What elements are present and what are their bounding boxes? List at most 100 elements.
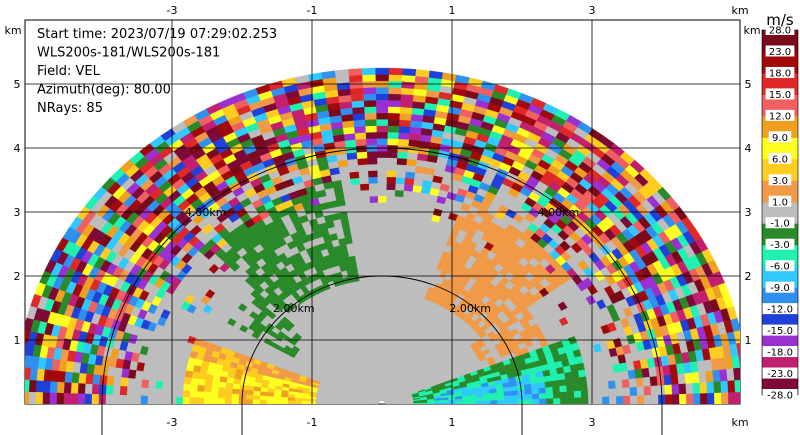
range-gate-cell	[370, 291, 376, 300]
range-gate-cell	[664, 384, 673, 395]
range-gate-cell	[155, 373, 165, 382]
range-gate-cell	[259, 391, 268, 397]
range-gate-cell	[606, 372, 616, 382]
range-gate-cell	[375, 106, 389, 114]
range-gate-cell	[384, 240, 393, 248]
range-gate-cell	[168, 382, 178, 391]
range-gate-cell	[252, 399, 260, 404]
range-gate-cell	[627, 369, 637, 380]
range-gate-cell	[552, 385, 561, 393]
range-gate-cell	[169, 374, 179, 384]
range-gate-cell	[559, 384, 568, 393]
range-gate-cell	[43, 369, 52, 382]
y-tick-label-right: 3	[745, 206, 752, 219]
range-gate-cell	[386, 150, 398, 159]
range-gate-cell	[404, 171, 416, 179]
range-gate-cell	[367, 266, 375, 274]
colorbar-unit-label: m/s	[766, 11, 794, 29]
range-gate-cell	[378, 234, 386, 242]
colorbar-label-bg	[765, 109, 795, 121]
range-gate-cell	[376, 138, 388, 146]
range-gate-cell	[363, 221, 372, 230]
range-gate-cell	[147, 395, 155, 404]
range-gate-cell	[375, 74, 389, 82]
range-gate-cell	[133, 378, 143, 388]
range-gate-cell	[630, 395, 638, 404]
range-gate-cell	[383, 317, 388, 325]
range-gate-cell	[375, 298, 381, 306]
range-gate-cell	[196, 397, 204, 404]
range-gate-cell	[742, 392, 749, 404]
range-gate-cell	[395, 260, 403, 268]
range-gate-cell	[726, 367, 735, 381]
range-gate-cell	[197, 378, 206, 387]
range-gate-cell	[301, 401, 309, 404]
range-gate-cell	[392, 215, 402, 223]
range-gate-cell	[189, 390, 198, 398]
colorbar-tick-label: -6.0	[770, 262, 790, 273]
range-gate-cell	[398, 125, 411, 134]
range-gate-cell	[361, 67, 376, 76]
range-gate-cell	[566, 390, 575, 398]
range-gate-cell	[211, 380, 220, 388]
range-gate-cell	[347, 68, 363, 77]
range-gate-cell	[358, 170, 369, 179]
range-gate-cell	[378, 266, 386, 273]
range-gate-cell	[224, 393, 233, 400]
range-gate-cell	[629, 386, 638, 396]
range-gate-cell	[400, 87, 415, 96]
range-gate-cell	[147, 380, 157, 389]
range-ring-label: 2.00km	[449, 302, 491, 315]
range-gate-cell	[372, 246, 380, 255]
range-gate-cell	[91, 384, 100, 395]
range-gate-cell	[336, 402, 344, 404]
range-gate-cell	[399, 112, 412, 121]
range-gate-cell	[15, 392, 22, 404]
range-gate-cell	[140, 387, 149, 397]
range-gate-cell	[560, 397, 568, 404]
range-gate-cell	[719, 368, 728, 382]
range-gate-cell	[56, 392, 64, 404]
range-gate-cell	[376, 323, 381, 331]
y-tick-label-right: 1	[745, 334, 752, 347]
range-gate-cell	[602, 396, 610, 404]
range-gate-cell	[622, 386, 631, 397]
range-gate-cell	[524, 388, 533, 395]
range-gate-cell	[385, 221, 394, 229]
range-gate-cell	[400, 215, 409, 224]
range-gate-cell	[623, 395, 631, 404]
colorbar-label-bg	[765, 88, 795, 100]
range-gate-cell	[105, 394, 113, 404]
range-gate-cell	[177, 369, 187, 378]
range-gate-cell	[371, 234, 379, 242]
range-gate-cell	[212, 374, 221, 383]
scan-info-line: Azimuth(deg): 80.00	[37, 83, 171, 98]
colorbar-tick-label: 1.0	[772, 197, 788, 208]
range-gate-cell	[347, 164, 359, 173]
range-gate-cell	[384, 278, 390, 287]
range-gate-cell	[376, 310, 381, 318]
range-gate-cell	[387, 106, 401, 114]
range-gate-cell	[399, 106, 413, 115]
y-tick-label-right: 5	[745, 78, 752, 91]
range-gate-cell	[385, 195, 395, 203]
range-gate-cell	[398, 119, 411, 128]
range-gate-cell	[113, 367, 123, 378]
range-gate-cell	[383, 298, 389, 306]
range-gate-cell	[376, 317, 381, 325]
range-gate-cell	[376, 150, 388, 158]
range-gate-cell	[402, 190, 413, 198]
range-gate-cell	[376, 163, 388, 171]
range-gate-cell	[374, 278, 380, 287]
range-gate-cell	[301, 398, 309, 402]
range-gate-cell	[402, 196, 412, 205]
range-gate-cell	[385, 189, 396, 197]
range-gate-cell	[29, 367, 38, 381]
range-gate-cell	[396, 151, 408, 159]
range-gate-cell	[126, 377, 136, 388]
range-ring	[241, 275, 523, 405]
range-gate-cell	[386, 176, 397, 184]
range-gate-cell	[28, 391, 36, 404]
range-gate-cell	[377, 182, 387, 190]
range-gate-cell	[545, 386, 554, 394]
